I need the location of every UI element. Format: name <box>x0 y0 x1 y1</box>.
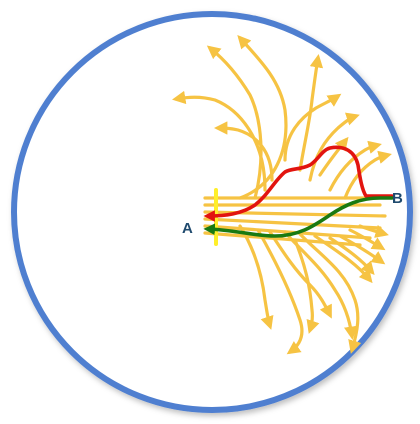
red-path <box>203 145 394 222</box>
fan-path <box>203 231 362 247</box>
fan-path <box>203 217 382 230</box>
label-point-a: A <box>182 220 193 237</box>
fan-path <box>328 140 382 192</box>
fan-path <box>343 150 392 200</box>
fan-path <box>338 234 386 265</box>
fan-path <box>213 121 274 182</box>
fan-path <box>283 93 342 162</box>
fan-path <box>238 224 274 330</box>
fan-path <box>293 238 320 334</box>
fan-path <box>172 90 267 192</box>
fan-path <box>318 136 349 177</box>
fan-path <box>298 232 362 354</box>
fan-path <box>256 228 304 355</box>
fan-path <box>328 236 375 276</box>
fan-path <box>358 224 389 238</box>
label-point-b: B <box>392 190 403 207</box>
green-path <box>203 196 394 238</box>
fan-path <box>313 234 373 284</box>
fan-path <box>206 45 263 200</box>
fan-path <box>348 228 386 251</box>
fan-path <box>298 54 324 172</box>
